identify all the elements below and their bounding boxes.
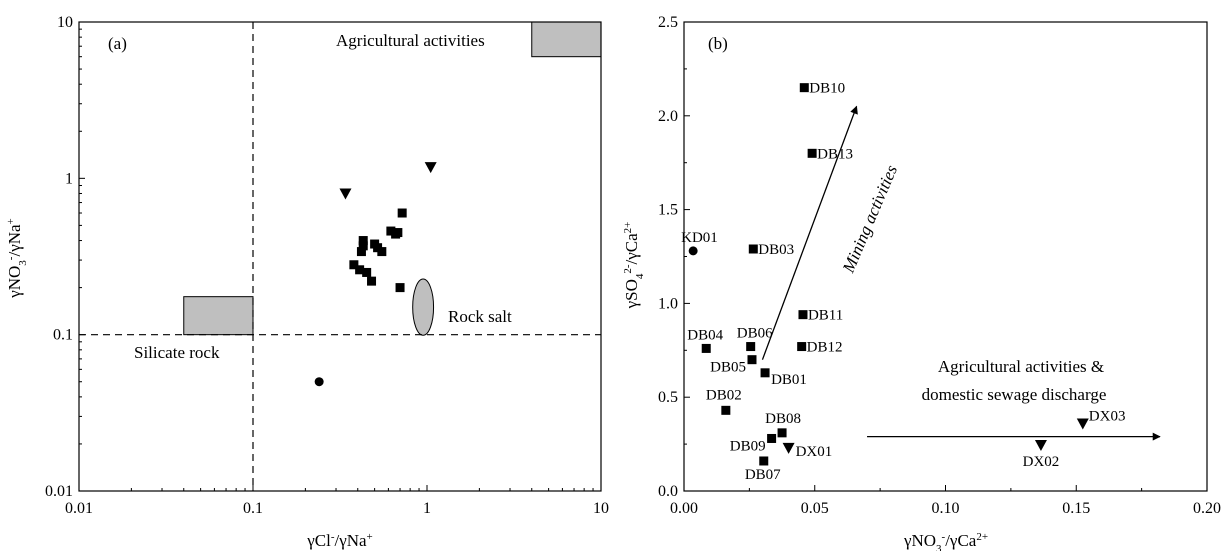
data-point-db09 [767,433,777,443]
data-point-db07 [759,456,769,466]
data-point-db12 [797,342,807,352]
region-label-agricultural: Agricultural activities [336,31,485,50]
y-tick-label: 0.0 [658,483,678,500]
region-label-rock-salt: Rock salt [448,307,512,326]
region-box-0 [531,21,602,58]
data-point-square [377,247,387,257]
panel-b-y-axis-label: γSO42-/γCa2+ [622,222,646,310]
point-label-db03: DB03 [758,242,794,258]
y-tick-label: 0.5 [658,389,678,406]
data-point-db01 [760,368,770,378]
data-point-circle [314,377,324,387]
data-point-db03 [748,244,758,254]
panel-a-plot-frame [78,21,602,492]
panel-a-y-axis-label: γNO3-/γNa+ [5,218,29,299]
x-tick-label: 0.01 [65,500,93,517]
point-label-db13: DB13 [817,146,853,162]
y-tick-label: 10 [57,14,73,31]
point-label-db06: DB06 [737,326,773,342]
panel-a-label: (a) [108,34,127,53]
point-label-db11: DB11 [808,308,843,324]
data-point-db10 [799,83,809,93]
point-label-kd01: KD01 [681,230,718,246]
panel-a-x-axis-label: γCl-/γNa+ [306,531,373,550]
point-label-db12: DB12 [807,340,843,356]
data-point-square [393,228,403,238]
data-point-square [356,247,366,257]
data-point-dx01 [782,442,795,454]
point-label-db02: DB02 [706,387,742,403]
data-point-db08 [777,428,787,438]
x-tick-label: 0.00 [670,500,698,517]
data-point-square [358,236,368,246]
region-box-1 [183,296,254,336]
data-point-dx03 [1076,418,1089,430]
annotation-agricultural-line-2: domestic sewage discharge [922,385,1107,404]
data-point-db11 [798,310,808,320]
x-tick-label: 0.05 [801,500,829,517]
data-point-db05 [747,355,757,365]
data-point-triangle-down [424,162,437,174]
panel-b-label: (b) [708,34,728,53]
data-point-db13 [807,148,817,158]
point-label-db07: DB07 [745,467,781,483]
region-ellipse-rock-salt [412,278,435,336]
panel-a-chart: 0.01 0.1 1 10 0.01 0.1 1 10 (a) Agricultural ac… [5,14,609,550]
x-tick-label: 0.20 [1193,500,1221,517]
data-point-square [349,260,359,270]
data-point-triangle-down [339,188,352,200]
point-label-db05: DB05 [710,360,746,376]
x-tick-label: 0.15 [1062,500,1090,517]
y-tick-label: 1 [65,170,73,187]
data-point-dx02 [1034,440,1047,452]
point-label-dx02: DX02 [1023,454,1060,470]
data-point-square [397,208,407,218]
point-label-dx03: DX03 [1089,408,1126,424]
point-label-dx01: DX01 [796,444,833,460]
data-point-square [355,265,365,275]
y-tick-label: 2.5 [658,14,678,31]
region-label-silicate-rock: Silicate rock [134,343,220,362]
annotation-arrow-0 [761,105,858,360]
x-tick-label: 0.10 [932,500,960,517]
y-tick-label: 1.0 [658,295,678,312]
data-point-square [395,283,405,293]
x-tick-label: 10 [593,500,609,517]
point-label-db08: DB08 [765,411,801,427]
data-point-db06 [746,342,756,352]
point-label-db01: DB01 [771,372,807,388]
panel-b-x-axis-label: γNO3-/γCa2+ [903,531,988,551]
point-label-db09: DB09 [730,438,766,454]
data-point-db02 [721,405,731,415]
x-tick-label: 1 [423,500,431,517]
panel-b-chart: DB10 DB13 DB03 KD01 DB11 DB06 DB04 DB12 DB05 DB01… [622,14,1221,551]
data-point-square [362,267,372,277]
y-tick-label: 0.01 [45,483,73,500]
y-tick-label: 0.1 [53,327,73,344]
data-point-db04 [701,343,711,353]
point-label-db04: DB04 [687,327,723,343]
data-point-square [386,226,396,236]
annotation-agricultural-line-1: Agricultural activities & [938,357,1104,376]
point-label-db10: DB10 [809,81,845,97]
annotation-mining-activities: Mining activities [838,162,901,276]
x-tick-label: 0.1 [243,500,263,517]
data-point-kd01 [688,246,698,256]
y-tick-label: 2.0 [658,108,678,125]
data-point-square [367,276,377,286]
data-point-square [358,241,368,251]
y-tick-label: 1.5 [658,202,678,219]
